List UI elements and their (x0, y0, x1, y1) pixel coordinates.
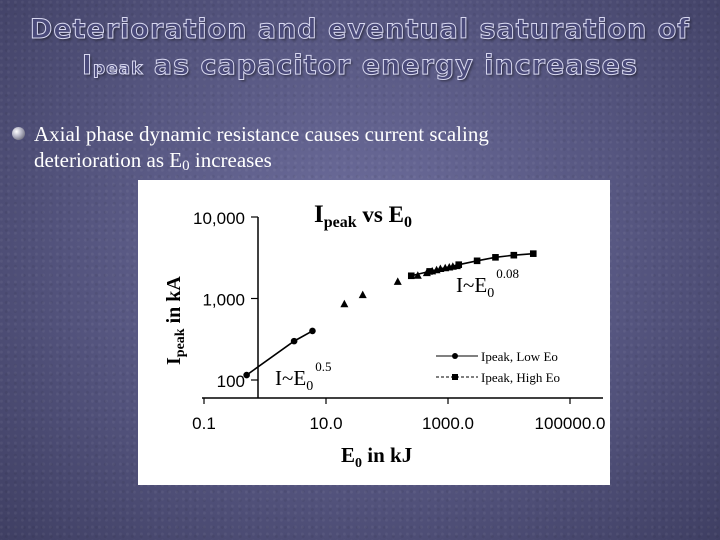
y-tick-label-2: 10,000 (193, 209, 245, 228)
bullet-text: Axial phase dynamic resistance causes cu… (34, 121, 674, 179)
series-2-point-1 (358, 290, 367, 299)
x-axis-label: E0 in kJ (341, 443, 412, 471)
series-1-point-6 (529, 250, 537, 257)
x-tick-label-3: 100000.0 (535, 414, 606, 433)
y-tick-label-0: 100 (217, 372, 245, 391)
series-0-point-1 (290, 337, 298, 345)
series-2-point-11 (452, 261, 461, 270)
annotation-high: I~E00.08 (456, 266, 519, 301)
series-2-point-3 (413, 271, 422, 279)
legend: Ipeak, Low Eo Ipeak, High Eo (436, 349, 560, 385)
legend-label-low: Ipeak, Low Eo (481, 349, 558, 364)
series-2-point-2 (393, 277, 402, 285)
series-1-point-0 (407, 272, 415, 280)
chart-panel: Ipeak vs E0 Ipeak in kA E0 in kJ 100 1,00… (138, 180, 610, 485)
chart-svg: Ipeak vs E0 Ipeak in kA E0 in kJ 100 1,00… (163, 201, 605, 471)
series-1-point-2 (455, 261, 463, 268)
series-1-point-5 (510, 251, 518, 259)
title-rest: as capacitor energy increases (143, 50, 639, 82)
bullet-line2: deterioration as E0 increases (34, 147, 674, 179)
axis-ticks: 100 1,000 10,000 0.1 10.0 1000.0 100000.0 (192, 209, 605, 433)
y-tick-label-1: 1,000 (202, 291, 245, 310)
series-1-point-4 (492, 254, 499, 261)
series-1-point-3 (473, 257, 481, 265)
x-tick-label-0: 0.1 (192, 414, 216, 433)
bullet-line2-sub: 0 (182, 158, 190, 174)
title-ipeak-sub: peak (92, 59, 144, 80)
bullet-line2-post: increases (189, 148, 272, 172)
series-0-point-0 (243, 371, 250, 379)
x-tick-label-1: 10.0 (309, 414, 342, 433)
legend-marker-high (452, 374, 458, 380)
legend-label-high: Ipeak, High Eo (481, 370, 560, 385)
x-tick-label-2: 1000.0 (422, 414, 474, 433)
title-ipeak-main: I (81, 50, 93, 82)
series-0-point-2 (309, 327, 316, 335)
slide-title-line2: Ipeak as capacitor energy increases (0, 50, 720, 82)
slide-title-line1: Deterioration and eventual saturation of (29, 14, 691, 46)
series-2-point-0 (340, 299, 349, 308)
legend-marker-low (452, 353, 458, 359)
series-1-point-1 (426, 268, 433, 275)
chart-title: Ipeak vs E0 (314, 201, 412, 231)
bullet-icon (12, 127, 25, 140)
data-marks (243, 250, 537, 379)
bullet-line2-pre: deterioration as E (34, 148, 183, 172)
bullet-line1: Axial phase dynamic resistance causes cu… (34, 122, 489, 146)
annotation-low: I~E00.5 (275, 359, 331, 394)
y-axis-label: Ipeak in kA (163, 276, 188, 365)
